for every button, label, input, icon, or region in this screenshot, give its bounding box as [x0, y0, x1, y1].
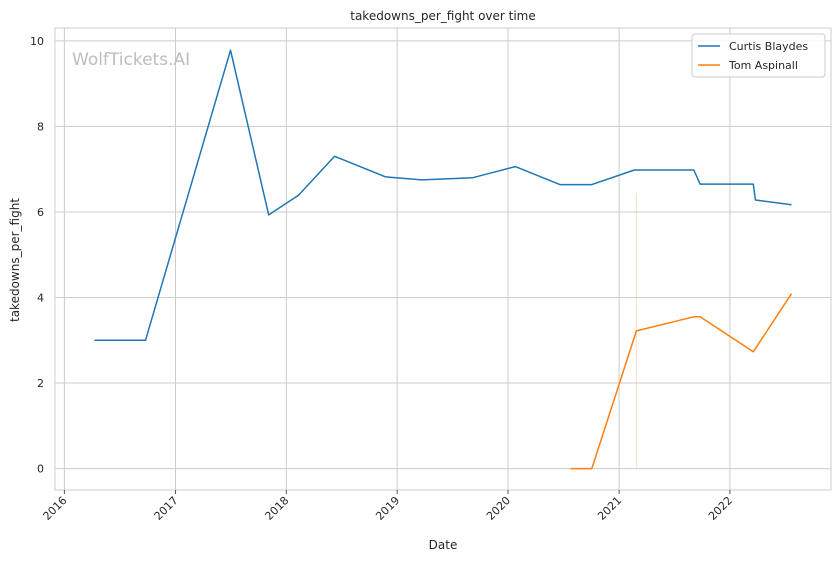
y-axis-label: takedowns_per_fight — [8, 198, 22, 322]
chart-title: takedowns_per_fight over time — [350, 9, 536, 23]
legend-label-tom-aspinall: Tom Aspinall — [728, 59, 798, 72]
y-tick-label: 2 — [37, 377, 44, 390]
legend: Curtis Blaydes Tom Aspinall — [691, 33, 826, 78]
series-layer — [94, 49, 793, 470]
series-line-curtis-blaydes — [94, 49, 792, 342]
grid-layer — [55, 28, 831, 490]
plot-frame — [54, 27, 832, 491]
y-tick-label: 6 — [37, 206, 44, 219]
y-tick-label: 8 — [37, 120, 44, 133]
y-tick-label: 0 — [37, 463, 44, 476]
watermark-text: WolfTickets.AI — [72, 50, 190, 70]
y-tick-label: 10 — [30, 35, 44, 48]
x-axis-label: Date — [429, 538, 458, 552]
legend-label-curtis-blaydes: Curtis Blaydes — [729, 40, 808, 53]
y-tick-label: 4 — [37, 292, 44, 305]
series-line-tom-aspinall — [570, 293, 793, 470]
legend-box — [691, 33, 826, 78]
